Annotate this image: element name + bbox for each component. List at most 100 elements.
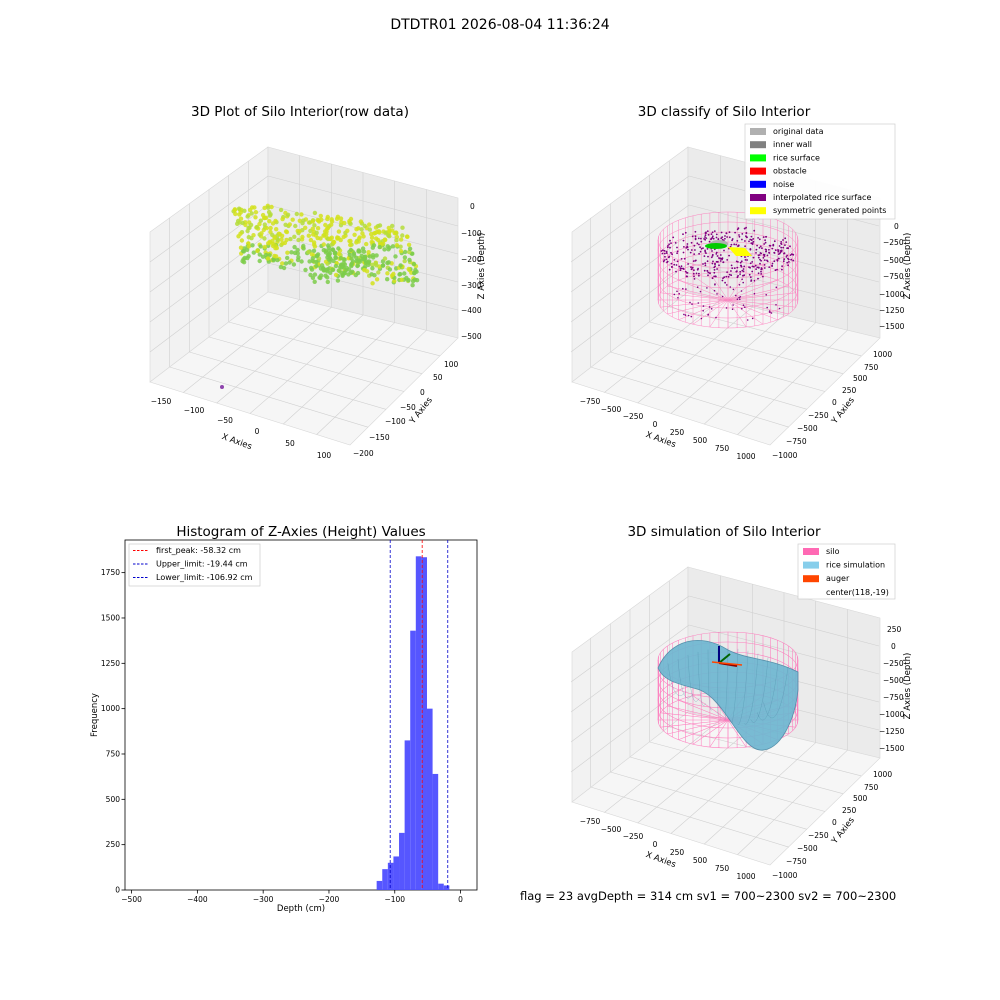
panel-classify-3d: 3D classify of Silo Interior original da… bbox=[570, 104, 913, 461]
interpolated-point bbox=[765, 248, 768, 251]
raw-point bbox=[385, 277, 390, 282]
raw-point bbox=[331, 240, 337, 245]
raw-zlabel: Z Axies (Depth) bbox=[477, 233, 487, 300]
interpolated-point bbox=[773, 240, 776, 243]
interpolated-point bbox=[707, 255, 709, 258]
raw-point bbox=[303, 267, 308, 273]
interpolated-point bbox=[709, 272, 711, 274]
interpolated-point bbox=[684, 231, 687, 234]
raw-point bbox=[262, 244, 267, 250]
raw-point bbox=[406, 277, 411, 283]
interpolated-point bbox=[713, 230, 716, 233]
interpolated-point bbox=[740, 290, 743, 292]
interpolated-point bbox=[777, 250, 780, 253]
raw-xtick: 100 bbox=[317, 451, 332, 460]
classify-xtick: 1000 bbox=[736, 452, 755, 461]
interpolated-point bbox=[778, 245, 781, 247]
interpolated-point bbox=[703, 238, 705, 240]
interpolated-point bbox=[778, 307, 781, 310]
raw-point bbox=[307, 259, 312, 264]
raw-point bbox=[274, 227, 279, 232]
raw-xtick: −50 bbox=[217, 416, 233, 425]
interpolated-point bbox=[728, 273, 731, 276]
interpolated-point bbox=[780, 249, 782, 252]
interpolated-point bbox=[735, 270, 738, 273]
raw-point bbox=[398, 237, 404, 242]
interpolated-point bbox=[792, 253, 795, 256]
interpolated-point bbox=[715, 316, 717, 319]
raw-point bbox=[257, 221, 262, 227]
interpolated-point bbox=[714, 275, 717, 278]
raw-point bbox=[312, 272, 318, 277]
interpolated-point bbox=[780, 246, 783, 249]
raw-point bbox=[273, 254, 279, 259]
histogram-xtick-label: −400 bbox=[187, 895, 208, 904]
classify-zlabel: Z Axies (Depth) bbox=[903, 233, 913, 300]
raw-point bbox=[262, 222, 267, 227]
interpolated-point bbox=[700, 240, 703, 243]
interpolated-point bbox=[715, 251, 718, 254]
raw-point bbox=[240, 220, 245, 226]
raw-point bbox=[284, 237, 289, 243]
raw-point bbox=[348, 242, 353, 248]
classify-ytick: 0 bbox=[832, 398, 837, 407]
interpolated-point bbox=[719, 257, 721, 260]
histogram-ytick-label: 1750 bbox=[101, 568, 120, 577]
raw-point bbox=[264, 225, 269, 231]
legend-swatch bbox=[803, 575, 819, 583]
interpolated-point bbox=[690, 268, 693, 270]
raw-point bbox=[299, 212, 304, 217]
interpolated-point bbox=[781, 265, 783, 268]
interpolated-point bbox=[758, 238, 761, 241]
interpolated-point bbox=[691, 266, 694, 269]
raw-point bbox=[285, 250, 290, 255]
raw-xlabel: X Axies bbox=[220, 432, 253, 452]
raw-point bbox=[407, 246, 413, 251]
silo-floor-spoke bbox=[660, 712, 729, 721]
interpolated-point bbox=[765, 236, 767, 238]
raw-point bbox=[251, 250, 256, 255]
classify-floor-pane bbox=[571, 291, 881, 446]
raw-point bbox=[367, 227, 372, 232]
interpolated-point bbox=[711, 277, 714, 280]
interpolated-point bbox=[741, 307, 743, 310]
interpolated-point bbox=[706, 287, 708, 289]
interpolated-point bbox=[665, 252, 668, 255]
raw-ytick: 50 bbox=[433, 373, 443, 382]
interpolated-point bbox=[729, 286, 732, 288]
raw-point bbox=[280, 216, 285, 222]
histogram-title: Histogram of Z-Axies (Height) Values bbox=[176, 524, 425, 540]
interpolated-point bbox=[780, 243, 783, 246]
raw-xtick: 0 bbox=[255, 427, 260, 436]
sim-ztick: −1000 bbox=[879, 710, 905, 719]
raw-ytick: −200 bbox=[353, 449, 374, 458]
raw-point bbox=[312, 244, 318, 249]
raw-point bbox=[308, 237, 314, 243]
histogram-ytick-label: 750 bbox=[106, 749, 121, 758]
interpolated-point bbox=[736, 298, 739, 301]
raw-point bbox=[291, 262, 297, 267]
interpolated-point bbox=[712, 237, 715, 240]
raw-point bbox=[393, 230, 399, 235]
interpolated-point bbox=[728, 254, 730, 257]
raw-point bbox=[312, 210, 318, 216]
raw-point bbox=[390, 244, 396, 249]
raw-point bbox=[290, 217, 295, 222]
raw-point bbox=[257, 258, 262, 264]
raw-point bbox=[392, 278, 397, 284]
rice-surface-meshline bbox=[731, 648, 739, 724]
interpolated-point bbox=[759, 262, 761, 265]
raw-point bbox=[253, 215, 258, 220]
interpolated-point bbox=[689, 251, 692, 254]
interpolated-point bbox=[781, 268, 783, 271]
raw-point bbox=[363, 254, 368, 259]
legend-swatch bbox=[750, 128, 766, 135]
sim-ztick: −500 bbox=[883, 676, 904, 685]
interpolated-point bbox=[762, 236, 765, 239]
raw-point bbox=[295, 257, 301, 263]
interpolated-point bbox=[786, 254, 788, 257]
raw-point bbox=[300, 234, 305, 240]
silo-floor-spoke bbox=[667, 705, 729, 721]
interpolated-point bbox=[741, 269, 744, 272]
sim-ytick: −250 bbox=[808, 831, 829, 840]
